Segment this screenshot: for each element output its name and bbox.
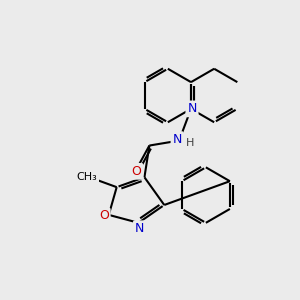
Text: N: N: [172, 133, 182, 146]
Text: H: H: [186, 138, 194, 148]
Text: N: N: [135, 222, 144, 235]
Text: CH₃: CH₃: [76, 172, 97, 182]
Text: O: O: [132, 165, 141, 178]
Text: O: O: [99, 209, 109, 222]
Text: N: N: [187, 102, 197, 116]
